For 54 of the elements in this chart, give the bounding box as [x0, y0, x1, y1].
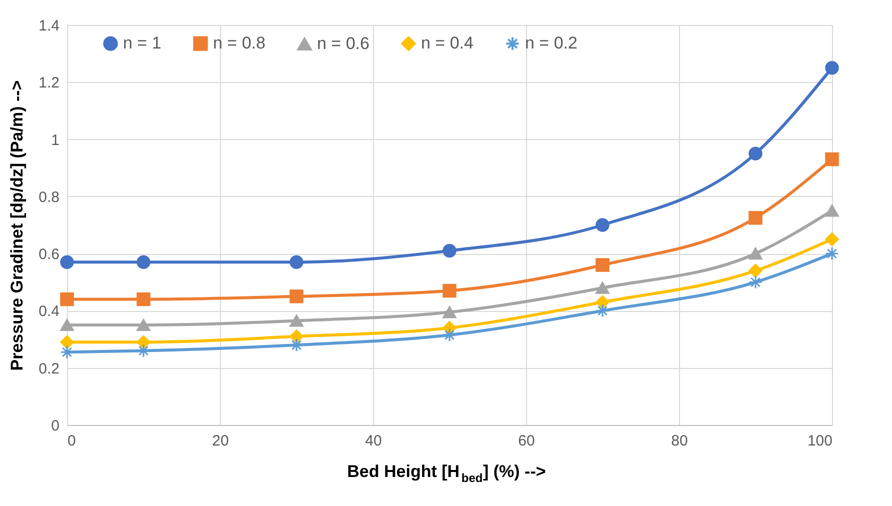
x-tick-label: 40	[365, 432, 382, 450]
point	[825, 152, 839, 166]
point	[290, 290, 304, 304]
point	[748, 264, 762, 278]
point	[442, 328, 456, 342]
point	[825, 246, 839, 260]
point	[290, 330, 304, 344]
point	[60, 255, 74, 270]
point	[596, 258, 610, 272]
y-tick-label: 0.6	[38, 246, 60, 264]
point	[825, 204, 839, 217]
x-tick-label: 100	[807, 432, 832, 450]
point	[596, 282, 610, 294]
legend-label: n = 0.6	[317, 34, 370, 54]
y-tick-label: 0.2	[38, 360, 60, 378]
point	[290, 314, 304, 327]
point	[596, 295, 610, 310]
point	[60, 318, 74, 332]
y-tick-label: 0.4	[38, 303, 60, 320]
y-tick-label: 1	[51, 132, 60, 149]
point	[136, 318, 150, 332]
point	[748, 275, 762, 290]
y-axis-title: Pressure Gradinet [dp/dz] (Pa/m) -->	[8, 80, 27, 371]
x-tick-label: 60	[518, 432, 535, 450]
point	[60, 335, 74, 350]
point	[825, 232, 839, 246]
point	[748, 146, 762, 160]
legend-label: n = 0.4	[421, 34, 474, 53]
point	[136, 335, 150, 350]
point	[442, 284, 456, 298]
point	[442, 306, 456, 318]
y-tick-label: 1.2	[38, 74, 60, 92]
point	[60, 345, 74, 360]
legend-label: n = 1	[123, 34, 162, 53]
point	[136, 255, 150, 270]
point	[596, 218, 610, 232]
point	[748, 248, 762, 260]
y-tick-label: 0	[51, 418, 60, 434]
point	[825, 60, 839, 75]
x-tick-label: 20	[212, 432, 229, 450]
legend-label: n = 0.2	[525, 34, 578, 53]
legend-label: n = 0.8	[213, 34, 266, 53]
x-tick-label: 80	[671, 432, 688, 450]
point	[136, 292, 150, 306]
x-tick-label: 0	[68, 432, 76, 450]
point	[290, 255, 304, 270]
point	[748, 210, 762, 225]
y-tick-label: 0.8	[38, 188, 60, 206]
point	[136, 344, 150, 358]
point	[442, 244, 456, 258]
point	[60, 292, 74, 306]
point	[290, 338, 304, 352]
point	[596, 304, 610, 318]
y-tick-label: 1.4	[38, 18, 60, 34]
